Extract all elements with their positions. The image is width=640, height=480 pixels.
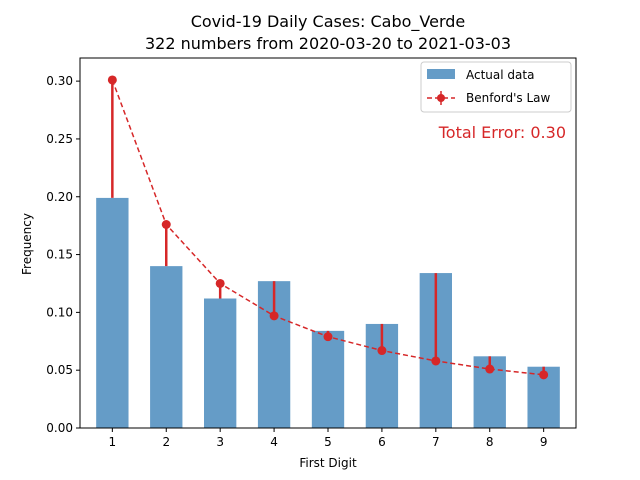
x-axis-label: First Digit	[299, 456, 357, 470]
x-tick-label: 6	[378, 435, 386, 449]
y-tick-label: 0.20	[46, 190, 73, 204]
x-tick-label: 9	[540, 435, 548, 449]
bar-digit-5	[311, 330, 345, 428]
benford-point-digit-6	[377, 346, 387, 356]
x-tick-label: 5	[324, 435, 332, 449]
benford-series	[107, 75, 549, 380]
x-tick-label: 1	[109, 435, 117, 449]
benford-point-digit-1	[107, 75, 117, 85]
benford-point-digit-9	[539, 370, 549, 380]
axes: 0.00 0.05 0.10 0.15 0.20 0.25 0.30 1 2 3 4 5 6 7 8 9	[46, 57, 577, 449]
benford-point-digit-4	[269, 311, 279, 321]
y-axis-label: Frequency	[20, 213, 34, 275]
bar-digit-2	[150, 266, 183, 428]
legend-label-actual: Actual data	[466, 68, 534, 82]
bar-digit-3	[204, 298, 237, 428]
benford-point-digit-8	[485, 364, 495, 374]
benford-point-digit-5	[323, 332, 333, 342]
legend-label-benford: Benford's Law	[466, 91, 551, 105]
legend-swatch-actual	[427, 69, 455, 79]
x-tick-label: 7	[432, 435, 440, 449]
y-tick-label: 0.30	[46, 74, 73, 88]
legend: Actual data Benford's Law	[420, 61, 572, 113]
y-tick-label: 0.25	[46, 132, 73, 146]
benford-point-digit-3	[215, 278, 225, 288]
y-tick-label: 0.00	[46, 421, 73, 435]
x-tick-label: 2	[162, 435, 170, 449]
chart-subtitle: 322 numbers from 2020-03-20 to 2021-03-0…	[145, 34, 511, 53]
benford-point-digit-7	[431, 356, 441, 366]
bar-digit-1	[96, 197, 129, 428]
total-error-annotation: Total Error: 0.30	[438, 123, 566, 142]
x-tick-label: 3	[216, 435, 224, 449]
y-tick-label: 0.10	[46, 305, 73, 319]
x-tick-label: 4	[270, 435, 278, 449]
y-tick-label: 0.15	[46, 248, 73, 262]
chart-title: Covid-19 Daily Cases: Cabo_Verde	[191, 12, 466, 32]
legend-swatch-benford-marker	[437, 94, 445, 102]
y-tick-label: 0.05	[46, 363, 73, 377]
legend-frame	[420, 61, 572, 113]
benford-point-digit-2	[161, 220, 171, 229]
x-tick-label: 8	[486, 435, 494, 449]
